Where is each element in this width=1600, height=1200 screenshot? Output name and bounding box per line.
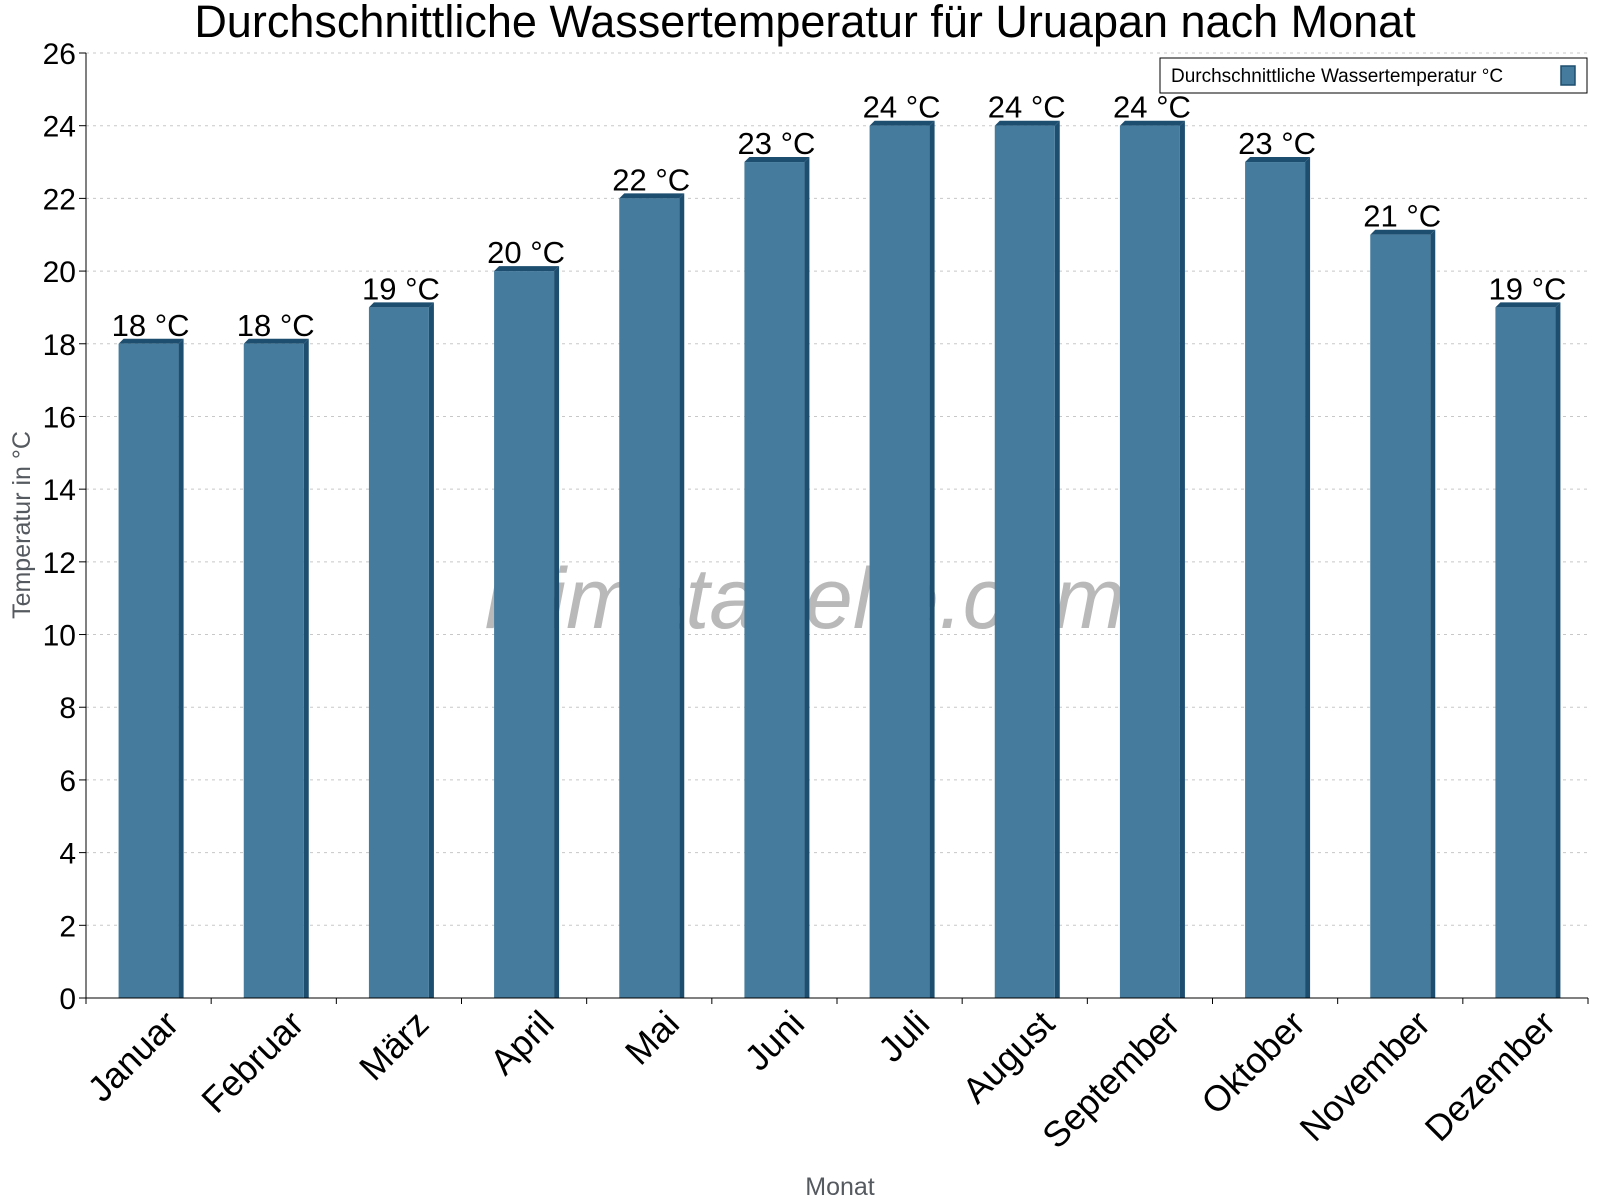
x-axis-title: Monat [805, 1173, 875, 1200]
bar-value-label: 24 °C [988, 90, 1066, 125]
bar-value-label: 23 °C [1238, 126, 1316, 161]
y-tick-label: 14 [43, 474, 76, 507]
bar [869, 125, 930, 998]
bar-top [994, 120, 1060, 126]
bar-value-label: 20 °C [487, 235, 565, 270]
y-tick-label: 22 [43, 183, 76, 216]
bar-value-label: 18 °C [112, 308, 190, 343]
bar-side [1054, 120, 1060, 998]
bar-group: 23 °C [737, 126, 815, 999]
x-tick-label: Juni [736, 1003, 812, 1079]
x-tick-label: Juli [870, 1003, 937, 1070]
bar-value-label: 19 °C [362, 271, 440, 306]
bar-side [178, 338, 184, 998]
bar-value-label: 24 °C [863, 90, 941, 125]
bar [1370, 234, 1431, 998]
y-axis-title: Temperatur in °C [8, 431, 36, 619]
bars: 18 °C 18 °C 19 °C 20 °C 22 °C 23 °C 24 °C 24 °C… [112, 90, 1566, 999]
bar-side [679, 193, 685, 998]
x-tick-label: Mai [617, 1003, 687, 1073]
bar-group: 19 °C [362, 271, 440, 998]
bar-value-label: 21 °C [1363, 199, 1441, 234]
bar-group: 23 °C [1238, 126, 1316, 999]
bar-top [1119, 120, 1185, 126]
y-tick-label: 16 [43, 401, 76, 434]
y-tick-label: 10 [43, 620, 76, 653]
bar-top [368, 302, 434, 308]
bar-top [869, 120, 935, 126]
x-tick-label: Januar [79, 1003, 186, 1110]
bar-top [1370, 229, 1436, 235]
bar-top [243, 338, 309, 344]
bar [1119, 125, 1180, 998]
bar-group: 24 °C [863, 90, 941, 998]
bar-side [1179, 120, 1185, 998]
bar-top [744, 157, 810, 163]
bar [1495, 307, 1556, 998]
y-tick-label: 18 [43, 329, 76, 362]
x-tick-label: Oktober [1193, 1003, 1313, 1123]
legend: Durchschnittliche Wassertemperatur °C [1159, 57, 1588, 94]
grid-lines [86, 52, 1588, 999]
bar-group: 19 °C [1488, 271, 1566, 998]
axes [85, 53, 1588, 999]
bar-top [1495, 302, 1561, 308]
bar-side [1555, 302, 1561, 998]
y-tick-label: 24 [43, 111, 76, 144]
y-tick-label: 20 [43, 256, 76, 289]
bar-top [494, 266, 560, 272]
legend-box [1159, 57, 1588, 94]
bar-side [428, 302, 434, 998]
bar-side [929, 120, 935, 998]
x-axis-ticks: Januar Februar März April Mai Juni Juli AugustS… [79, 998, 1589, 1157]
bar [619, 198, 680, 998]
chart-title: Durchschnittliche Wassertemperatur für U… [194, 0, 1416, 47]
x-tick-label: Dezember [1417, 1003, 1563, 1149]
y-tick-label: 12 [43, 547, 76, 580]
bar-group: 18 °C [237, 308, 315, 998]
bar-value-label: 18 °C [237, 308, 315, 343]
x-tick-label: März [351, 1003, 437, 1089]
x-tick-label: November [1291, 1003, 1437, 1149]
x-tick-label: September [1034, 1003, 1188, 1157]
y-tick-label: 6 [59, 765, 76, 798]
bar [994, 125, 1055, 998]
legend-label: Durchschnittliche Wassertemperatur °C [1171, 66, 1503, 87]
y-tick-label: 4 [59, 838, 76, 871]
bar [243, 343, 304, 998]
bar [118, 343, 179, 998]
bar-side [554, 266, 560, 999]
bar-side [1430, 229, 1436, 998]
bar [744, 162, 805, 999]
bar-top [619, 193, 685, 199]
bar-value-label: 22 °C [612, 162, 690, 197]
bar-value-label: 19 °C [1488, 271, 1566, 306]
bar-group: 24 °C [1113, 90, 1191, 998]
bar-side [804, 157, 810, 999]
bar-group: 18 °C [112, 308, 190, 998]
bar-group: 24 °C [988, 90, 1066, 998]
y-tick-label: 26 [43, 38, 76, 71]
bar [1245, 162, 1306, 999]
bar-side [303, 338, 309, 998]
bar-top [118, 338, 184, 344]
y-tick-label: 8 [59, 692, 76, 725]
bar-value-label: 24 °C [1113, 90, 1191, 125]
bar-side [1305, 157, 1311, 999]
bar-value-label: 23 °C [737, 126, 815, 161]
bar [368, 307, 429, 998]
x-tick-label: August [954, 1003, 1062, 1111]
bar [494, 271, 555, 999]
bar-top [1245, 157, 1311, 163]
y-tick-label: 2 [59, 910, 76, 943]
y-tick-label: 0 [59, 983, 76, 1016]
bar-group: 20 °C [487, 235, 565, 999]
bar-group: 22 °C [612, 162, 690, 998]
legend-swatch [1560, 65, 1576, 86]
bar-group: 21 °C [1363, 199, 1441, 998]
x-tick-label: April [482, 1003, 562, 1083]
x-tick-label: Februar [193, 1003, 311, 1121]
